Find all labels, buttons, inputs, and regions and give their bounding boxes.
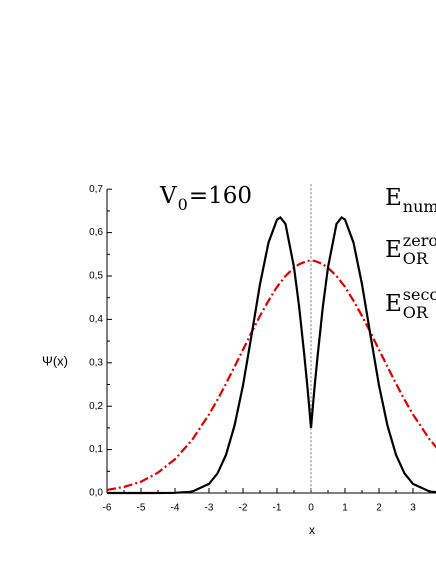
annotation-subscript: OR: [403, 303, 429, 322]
annotation: E: [385, 185, 402, 211]
x-tick-label: 1: [342, 503, 348, 514]
annotation-superscript: zero: [403, 231, 436, 250]
x-tick-label: 2: [376, 503, 382, 514]
y-tick-label: 0,0: [89, 488, 103, 499]
x-tick-label: 3: [410, 503, 416, 514]
annotation: V: [159, 183, 177, 209]
line-series: [106, 259, 436, 492]
annotation-rest: =160: [189, 183, 252, 209]
annotation: E: [385, 291, 402, 317]
y-tick-label: 0,3: [89, 357, 103, 368]
y-tick-label: 0,1: [89, 444, 103, 455]
y-tick-label: 0,7: [89, 184, 103, 195]
y-tick-label: 0,4: [89, 314, 103, 325]
x-tick-label: -1: [273, 503, 282, 514]
x-tick-label: -5: [137, 503, 146, 514]
x-tick-label: -3: [205, 503, 214, 514]
x-tick-label: -2: [239, 503, 248, 514]
y-axis-label: Ψ(x): [42, 353, 68, 368]
y-tick-label: 0,5: [89, 271, 103, 282]
x-tick-label: -6: [103, 503, 112, 514]
annotation-subscript: OR: [403, 249, 429, 268]
x-tick-label: -4: [171, 503, 180, 514]
annotation: E: [385, 237, 402, 263]
y-tick-label: 0,2: [89, 401, 103, 412]
y-tick-label: 0,6: [89, 227, 103, 238]
x-axis-label: x: [309, 523, 315, 537]
annotation-superscript: seco: [403, 285, 436, 304]
x-tick-label: 0: [308, 503, 314, 514]
annotation-subscript: 0: [178, 195, 188, 214]
line-series: [107, 215, 436, 495]
annotation-subscript: num: [403, 197, 436, 216]
